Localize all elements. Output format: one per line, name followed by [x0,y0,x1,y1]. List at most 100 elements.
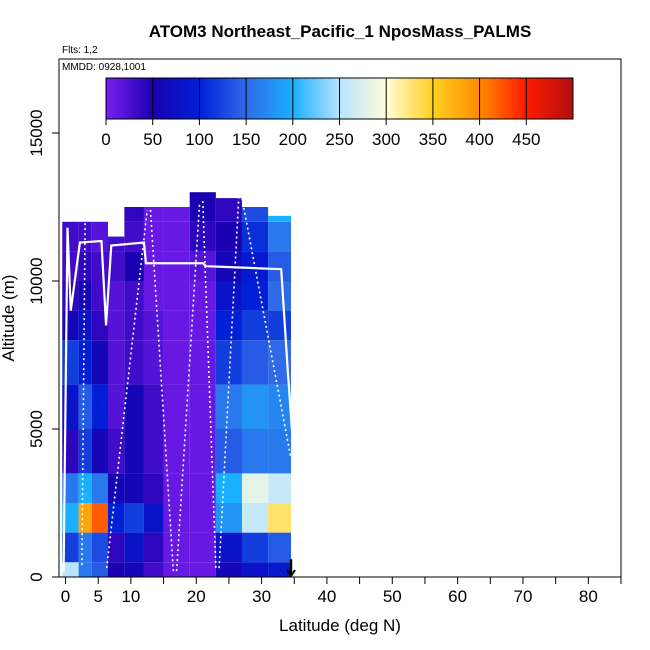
heatmap-cell [124,281,144,311]
heatmap-cell [124,251,144,281]
heatmap-cell [108,310,125,341]
x-tick-label: 70 [514,587,533,606]
colorbar-tick-label: 250 [325,130,353,149]
colorbar-tick-label: 150 [232,130,260,149]
heatmap-cell [91,340,109,385]
heatmap-cells [62,192,291,577]
heatmap-cell [108,562,125,577]
heatmap-cell [268,221,291,252]
heatmap-cell [215,198,242,222]
heatmap-cell [215,384,242,429]
heatmap-cell [241,532,269,563]
heatmap-cell [78,340,92,385]
colorbar: 0 50 100 150 200 250 300 350 400 450 [101,77,574,149]
heatmap-cell [143,473,164,503]
heatmap-cell [108,532,125,563]
heatmap-cell [241,310,269,341]
profile-track-line [201,201,217,569]
heatmap-cell [241,251,269,281]
heatmap-cell [78,503,92,533]
x-tick-label: 0 [61,587,70,606]
heatmap-cell [268,251,291,281]
heatmap-cell [108,503,125,533]
heatmap-cell [124,384,144,429]
heatmap-cell [108,281,125,311]
colorbar-tick-label: 300 [372,130,400,149]
heatmap-cell [124,562,144,577]
heatmap-cell [108,384,125,429]
heatmap-cell [215,310,242,341]
heatmap-cell [163,251,190,281]
profile-track-line [175,203,201,572]
heatmap-cell [163,310,190,341]
heatmap-cell [78,281,92,311]
heatmap-cell [215,221,242,252]
heatmap-cell [91,532,109,563]
colorbar-tick-label: 100 [185,130,213,149]
heatmap-cell [241,340,269,385]
heatmap-cell [91,384,109,429]
heatmap-cell [62,503,79,533]
heatmap-cell [189,532,216,563]
heatmap-cell [268,473,291,503]
marker-arrow-head [286,569,296,578]
heatmap-cell [124,473,144,503]
heatmap-cell [241,281,269,311]
x-axis-label: Latitude (deg N) [279,616,401,635]
heatmap-cell [241,562,269,577]
heatmap-cell [268,503,291,533]
heatmap-cell [268,215,291,222]
x-tick-label: 50 [383,587,402,606]
heatmap-cell [108,340,125,385]
colorbar-tick-label: 350 [419,130,447,149]
heatmap-cell [124,532,144,563]
heatmap-cell [241,384,269,429]
heatmap-cell [143,310,164,341]
heatmap-cell [215,503,242,533]
heatmap-cell [163,473,190,503]
profile-track-line [105,209,149,569]
heatmap-cell [163,384,190,429]
heatmap-cell [91,503,109,533]
heatmap-cell [78,251,92,281]
heatmap-cell [215,429,242,474]
heatmap-cell [78,310,92,341]
heatmap-cell [143,221,164,252]
heatmap-cell [268,310,291,341]
heatmap-cell [215,281,242,311]
heatmap-cell [78,473,92,503]
colorbar-tick-label: 50 [143,130,162,149]
profile-track-line [149,209,175,572]
heatmap-cell [91,310,109,341]
heatmap-cell [215,473,242,503]
heatmap-cell [268,429,291,474]
colorbar-tick-label: 0 [101,130,110,149]
heatmap-cell [78,384,92,429]
heatmap-cell [143,532,164,563]
heatmap-cell [163,532,190,563]
heatmap-cell [108,429,125,474]
heatmap-cell [62,562,79,577]
profile-track-line [218,198,240,569]
heatmap-cell [241,473,269,503]
flight-tracks [62,197,295,573]
heatmap-cell [62,221,79,252]
heatmap-cell [62,429,79,474]
heatmap-cell [268,384,291,429]
x-tick-label: 10 [121,587,140,606]
heatmap-cell [62,532,79,563]
heatmap-cell [163,503,190,533]
y-axis-label: Altitude (m) [0,275,18,362]
heatmap-cell [78,221,92,252]
profile-track-line [81,221,86,566]
heatmap-cell [241,503,269,533]
y-axis: 0 5000 10000 15000 [27,109,60,582]
heatmap-cell [62,473,79,503]
heatmap-cell [268,532,291,563]
heatmap-cell [124,429,144,474]
colorbar-tick-label: 450 [512,130,540,149]
latitude-marker [286,559,296,578]
heatmap-cell [189,384,216,429]
x-tick-label: 60 [448,587,467,606]
